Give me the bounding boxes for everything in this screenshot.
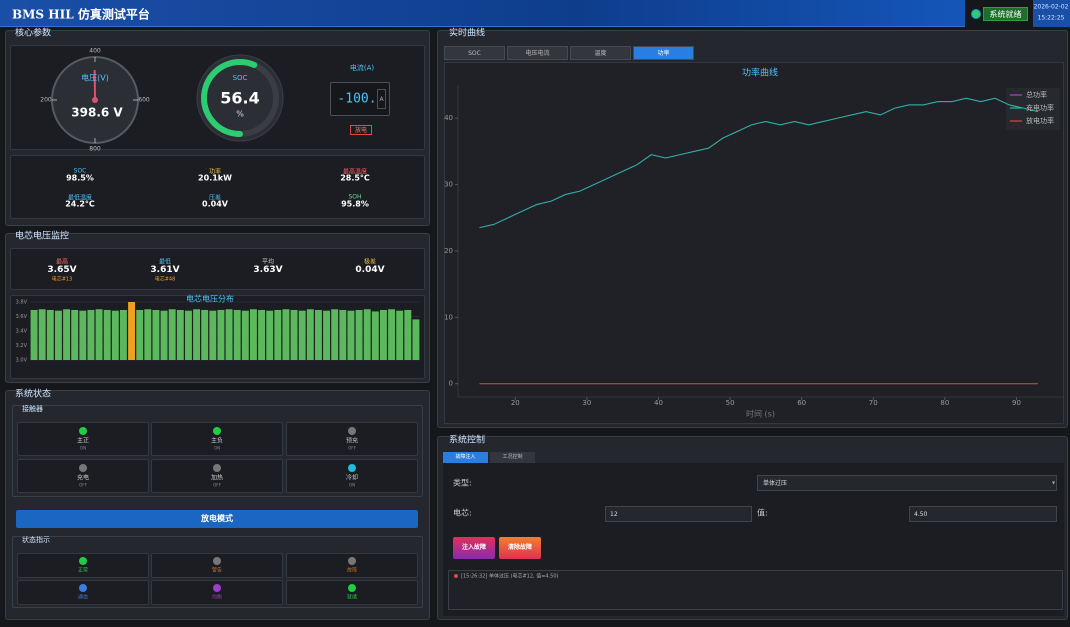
select-arrow: ▾ <box>1052 479 1056 487</box>
indicator-name: 均衡 <box>211 594 223 601</box>
contactor-dot <box>213 427 221 435</box>
indicator-group <box>12 536 423 608</box>
contactor-name: 加热 <box>210 474 224 482</box>
current-button[interactable]: 放电 <box>350 125 372 135</box>
panel-title: 核心参数 <box>15 28 52 39</box>
contactor-name: 主负 <box>210 437 224 445</box>
contactor-dot <box>79 427 87 435</box>
indicator-name: 故障 <box>346 567 358 574</box>
log-entry: [15:26:32] 单体过压 (电芯#12, 值=4.50) <box>461 573 559 580</box>
mode-button[interactable]: 放电模式 <box>16 510 418 528</box>
time-text: 15:22:25 <box>1037 14 1065 22</box>
stat-label: 压差 <box>208 194 222 202</box>
indicator-name: 通信 <box>77 594 89 601</box>
field-label: 电芯: <box>453 508 472 518</box>
stat-label: SOH <box>348 193 362 201</box>
summary-box <box>10 248 425 290</box>
date-text: 2026-02-02 <box>1033 3 1069 11</box>
current-label: 电流(A) <box>349 64 375 72</box>
summary-sub: 电芯#48 <box>154 276 176 283</box>
contactor-name: 充电 <box>76 474 90 482</box>
stat-value: 98.5% <box>66 173 94 183</box>
indicator-name: 就绪 <box>346 594 358 601</box>
summary-value: 3.61V <box>150 265 180 275</box>
contactor-name: 预充 <box>345 437 359 445</box>
value-input[interactable]: 4.50 <box>909 506 1057 522</box>
contactor-dot <box>79 464 87 472</box>
cell-chart-box <box>10 295 425 379</box>
summary-value: 3.65V <box>47 265 77 275</box>
contactor-state: OFF <box>348 445 356 451</box>
summary-value: 0.04V <box>355 265 385 275</box>
indicator-dot <box>213 584 221 592</box>
stat-value: 0.04V <box>202 199 228 209</box>
panel-title: 电芯电压监控 <box>15 231 70 242</box>
inject-button[interactable]: 注入故障 <box>453 537 495 559</box>
contactor-name: 冷却 <box>345 474 359 482</box>
summary-sub: 电芯#13 <box>51 276 73 283</box>
summary-label: 最低 <box>158 258 172 266</box>
indicator-dot <box>348 557 356 565</box>
contactor-state: ON <box>348 482 356 488</box>
contactor-dot <box>348 427 356 435</box>
current-display <box>330 82 390 116</box>
contactor-state: ON <box>213 445 221 451</box>
indicator-dot <box>79 557 87 565</box>
field-label: 值: <box>757 508 768 518</box>
field-label: 类型: <box>453 478 472 488</box>
contactor-state: ON <box>79 445 87 451</box>
clear-button[interactable]: 清除故障 <box>499 537 541 559</box>
tab[interactable]: 功率 <box>633 46 694 60</box>
stat-label: SOC <box>73 167 87 175</box>
group-title: 状态指示 <box>22 536 50 544</box>
summary-label: 最高 <box>55 258 69 266</box>
current-value: -100. <box>337 91 377 107</box>
tab[interactable]: 故障注入 <box>443 452 488 463</box>
type-select[interactable]: 单体过压 <box>757 475 1057 491</box>
stat-value: 95.8% <box>341 199 369 209</box>
header-title: BMS HIL 仿真测试平台 <box>12 7 150 22</box>
contactor-dot <box>213 464 221 472</box>
header-bar <box>0 0 965 27</box>
panel-title: 实时曲线 <box>449 28 486 39</box>
log-box <box>448 570 1063 610</box>
current-unit: A <box>377 89 386 109</box>
indicator-cell <box>286 580 418 605</box>
summary-label: 极差 <box>363 258 377 266</box>
group-title: 接触器 <box>22 405 43 413</box>
contactor-state: OFF <box>79 482 87 488</box>
indicator-name: 正常 <box>77 567 89 574</box>
contactor-group <box>12 405 423 497</box>
panel-title: 系统控制 <box>449 435 486 446</box>
panel-title: 系统状态 <box>15 389 52 400</box>
contactor-dot <box>348 464 356 472</box>
tab[interactable]: 电压电流 <box>507 46 568 60</box>
summary-value: 3.63V <box>253 265 283 275</box>
indicator-name: 警告 <box>211 567 223 574</box>
indicator-dot <box>213 557 221 565</box>
tab[interactable]: SOC <box>444 46 505 60</box>
indicator-dot <box>348 584 356 592</box>
chart-area <box>444 62 1064 424</box>
tab[interactable]: 工况控制 <box>490 452 535 463</box>
stat-label: 最低温度 <box>67 194 93 202</box>
tab[interactable]: 温度 <box>570 46 631 60</box>
status-button[interactable]: 系统就绪 <box>983 7 1028 21</box>
contactor-state: OFF <box>213 482 221 488</box>
legend-box <box>1006 88 1060 130</box>
log-dot <box>454 574 458 578</box>
status-dot <box>971 9 981 19</box>
cell-input[interactable]: 12 <box>605 506 752 522</box>
stat-label: 功率 <box>208 168 222 176</box>
clock-box <box>1033 0 1070 27</box>
stat-label: 最高温度 <box>342 168 368 176</box>
stats-box <box>10 155 425 219</box>
stat-value: 24.2°C <box>65 199 95 209</box>
stat-value: 28.5°C <box>340 173 370 183</box>
indicator-dot <box>79 584 87 592</box>
contactor-name: 主正 <box>76 437 90 445</box>
summary-label: 平均 <box>261 258 275 266</box>
stat-value: 20.1kW <box>198 173 232 183</box>
